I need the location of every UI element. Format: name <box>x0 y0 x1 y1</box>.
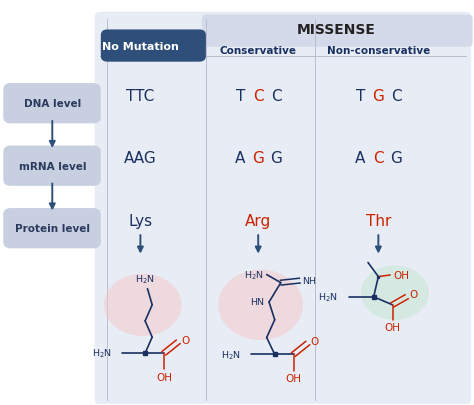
Text: G: G <box>373 88 384 103</box>
Text: HN: HN <box>250 298 264 307</box>
Text: MISSENSE: MISSENSE <box>297 23 375 37</box>
Text: C: C <box>391 88 401 103</box>
Text: $\mathregular{H_2N}$: $\mathregular{H_2N}$ <box>244 269 264 281</box>
Text: G: G <box>390 151 402 166</box>
FancyBboxPatch shape <box>3 146 101 186</box>
Text: NH: NH <box>302 277 316 286</box>
Text: C: C <box>373 151 383 166</box>
Text: DNA level: DNA level <box>24 99 81 109</box>
Text: $\mathregular{H_2N}$: $\mathregular{H_2N}$ <box>319 291 338 303</box>
FancyBboxPatch shape <box>95 13 471 405</box>
Text: OH: OH <box>384 322 401 332</box>
Text: OH: OH <box>156 373 172 382</box>
Ellipse shape <box>218 270 303 340</box>
FancyBboxPatch shape <box>101 30 206 62</box>
Text: G: G <box>252 151 264 166</box>
Text: O: O <box>310 336 319 346</box>
Text: mRNA level: mRNA level <box>18 161 86 171</box>
Text: O: O <box>410 290 418 300</box>
Text: T: T <box>356 88 365 103</box>
Text: $\mathregular{H_2N}$: $\mathregular{H_2N}$ <box>135 273 155 285</box>
Text: Arg: Arg <box>245 213 271 228</box>
Text: Lys: Lys <box>128 213 153 228</box>
Text: AAG: AAG <box>124 151 157 166</box>
Ellipse shape <box>361 266 429 320</box>
Text: Protein level: Protein level <box>15 224 90 234</box>
Text: Non-conservative: Non-conservative <box>327 45 430 55</box>
Text: TTC: TTC <box>126 88 155 103</box>
Text: C: C <box>271 88 282 103</box>
Text: C: C <box>253 88 264 103</box>
Text: A: A <box>356 151 365 166</box>
Ellipse shape <box>104 274 182 336</box>
Text: Thr: Thr <box>365 213 391 228</box>
Text: O: O <box>181 335 189 345</box>
FancyBboxPatch shape <box>3 209 101 249</box>
Text: G: G <box>270 151 282 166</box>
Text: No Mutation: No Mutation <box>102 41 179 51</box>
FancyBboxPatch shape <box>3 84 101 124</box>
Text: OH: OH <box>285 373 301 383</box>
Text: $\mathregular{H_2N}$: $\mathregular{H_2N}$ <box>92 347 112 360</box>
Text: A: A <box>235 151 246 166</box>
Text: T: T <box>236 88 245 103</box>
Text: $\mathregular{H_2N}$: $\mathregular{H_2N}$ <box>221 348 241 361</box>
Text: OH: OH <box>393 270 409 280</box>
Text: Conservative: Conservative <box>220 45 297 55</box>
FancyBboxPatch shape <box>201 15 473 48</box>
